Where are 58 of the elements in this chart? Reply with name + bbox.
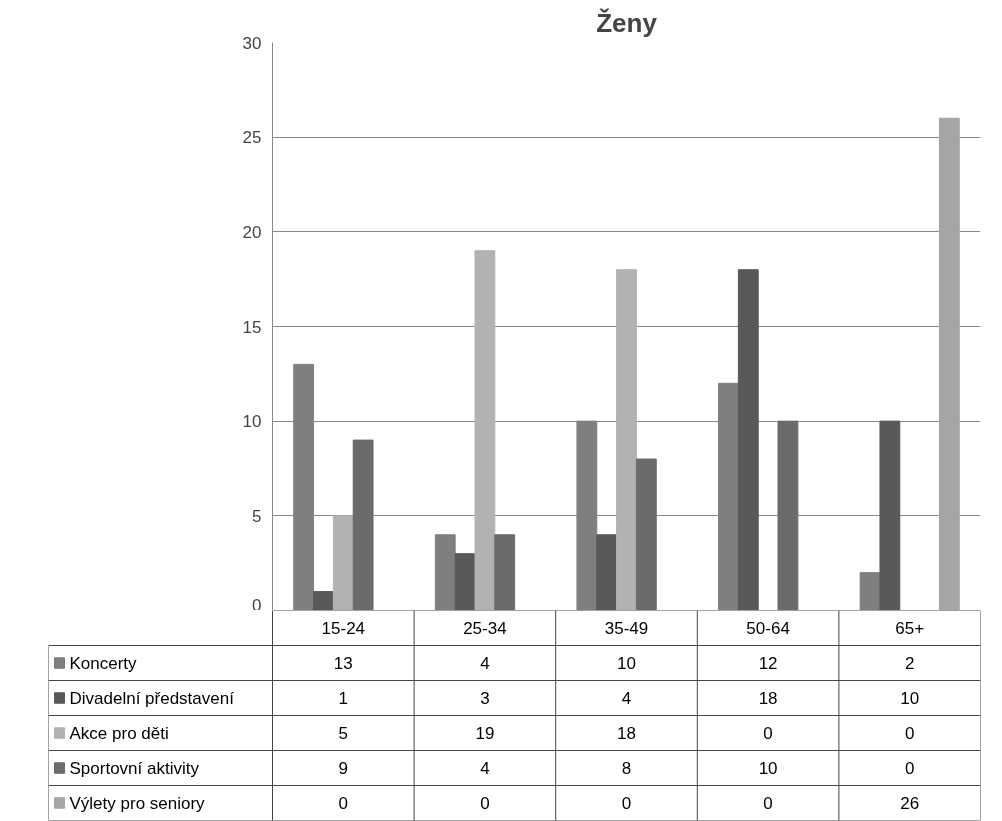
bar <box>777 420 799 610</box>
y-tick-label: 15 <box>242 317 262 337</box>
x-tick-label: 65+ <box>895 619 925 638</box>
legend-label: Koncerty <box>69 653 138 673</box>
x-tick-label: 15-24 <box>321 619 366 638</box>
chart-title: Ženy <box>596 7 658 38</box>
data-label: 0 <box>904 759 915 778</box>
legend-label: Akce pro děti <box>69 723 169 743</box>
legend-label: Výlety pro seniory <box>69 793 206 813</box>
data-label: 26 <box>900 794 920 813</box>
bar <box>352 439 374 610</box>
data-label: 4 <box>621 689 632 708</box>
data-label: 10 <box>617 654 636 673</box>
bar <box>454 553 476 610</box>
y-tick-label: 5 <box>252 506 262 526</box>
data-label: 4 <box>480 759 490 778</box>
data-label: 0 <box>763 724 773 743</box>
bar <box>616 269 637 610</box>
data-label: 10 <box>900 689 920 708</box>
y-tick-label: 20 <box>242 222 262 242</box>
data-label: 9 <box>338 759 349 778</box>
data-label: 1 <box>338 689 349 708</box>
data-label: 0 <box>480 794 490 813</box>
bar <box>879 420 901 610</box>
y-tick-label: 0 <box>252 595 262 615</box>
data-label: 19 <box>475 724 495 743</box>
y-tick-label: 10 <box>242 412 262 432</box>
bar <box>859 572 881 610</box>
data-label: 0 <box>338 794 349 813</box>
bar <box>737 269 759 610</box>
x-tick-label: 25-34 <box>463 619 507 638</box>
data-label: 12 <box>758 654 778 673</box>
data-label: 5 <box>338 724 349 743</box>
data-label: 18 <box>617 724 636 743</box>
bar <box>434 534 456 610</box>
data-label: 4 <box>480 654 490 673</box>
bar <box>494 534 516 610</box>
y-tick-label: 25 <box>242 128 262 148</box>
data-label: 0 <box>763 794 773 813</box>
data-label: 10 <box>758 759 778 778</box>
bar <box>635 458 657 610</box>
legend-label: Divadelní představení <box>69 688 235 708</box>
data-label: 2 <box>904 654 915 673</box>
y-tick-label: 30 <box>242 33 262 53</box>
data-label: 3 <box>480 689 490 708</box>
data-label: 18 <box>758 689 778 708</box>
legend-label: Sportovní aktivity <box>69 758 200 778</box>
data-label: 0 <box>621 794 632 813</box>
bar <box>474 250 496 610</box>
bar <box>938 117 960 610</box>
data-label: 8 <box>621 759 632 778</box>
x-tick-label: 50-64 <box>746 619 790 638</box>
bar <box>596 534 618 610</box>
bar <box>332 515 354 610</box>
data-label: 13 <box>333 654 353 673</box>
data-label: 0 <box>904 724 915 743</box>
bar <box>313 591 334 610</box>
x-tick-label: 35-49 <box>604 619 649 638</box>
